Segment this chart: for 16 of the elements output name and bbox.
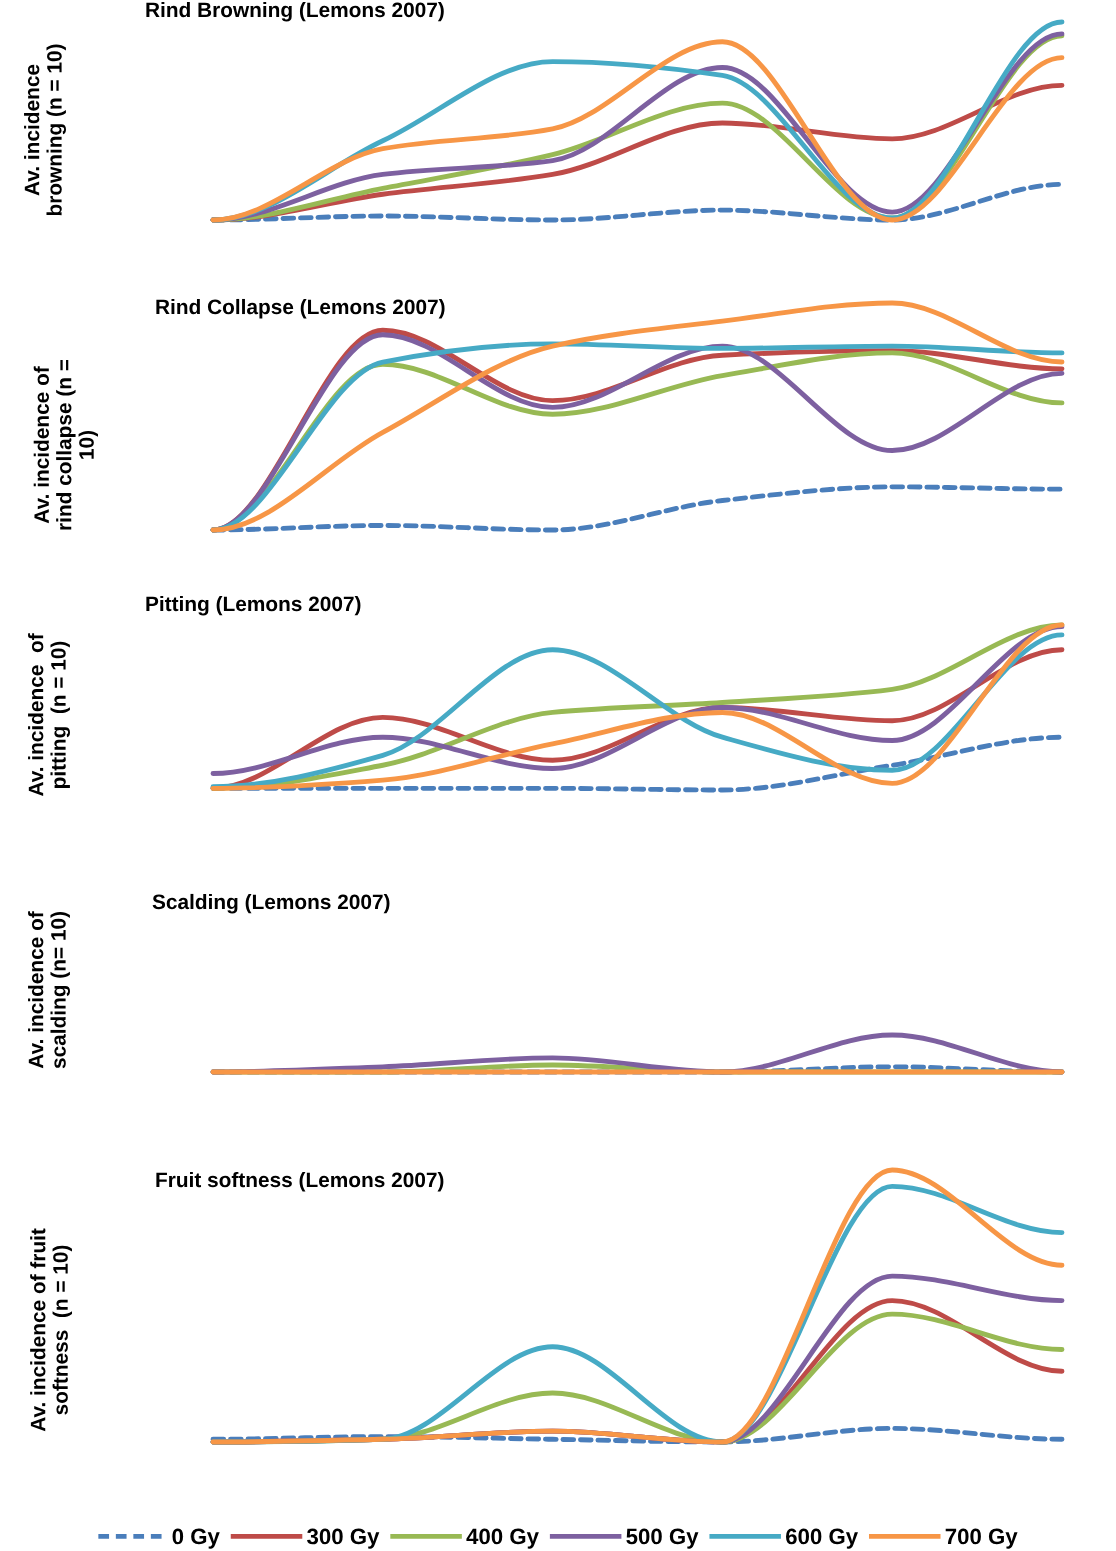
legend-label: 400 Gy <box>466 1528 539 1549</box>
legend-label: 0 Gy <box>172 1528 220 1549</box>
legend-label: 600 Gy <box>786 1528 858 1549</box>
legend-label: 500 Gy <box>626 1528 699 1549</box>
y-axis-title: Av. incidence of rind collapse (n = 10) <box>33 359 98 530</box>
chart-title: Fruit softness (Lemons 2007) <box>156 1171 444 1192</box>
y-axis-title: Av. incidence of fruit softness (n = 10) <box>30 1228 72 1432</box>
chart-title: Pitting (Lemons 2007) <box>146 595 361 616</box>
chart-title: Scalding (Lemons 2007) <box>152 893 390 914</box>
y-axis-title: Av. incidence of scalding (n= 10) <box>28 911 70 1069</box>
y-axis-title: Av. incidence browning (n = 10) <box>24 44 66 216</box>
y-axis-title: Av. incidence of pitting (n = 10) <box>28 633 70 797</box>
chart-title: Rind Browning (Lemons 2007) <box>146 1 444 22</box>
legend-label: 700 Gy <box>945 1528 1018 1549</box>
legend-label: 300 Gy <box>307 1528 380 1549</box>
chart-title: Rind Collapse (Lemons 2007) <box>156 298 445 319</box>
